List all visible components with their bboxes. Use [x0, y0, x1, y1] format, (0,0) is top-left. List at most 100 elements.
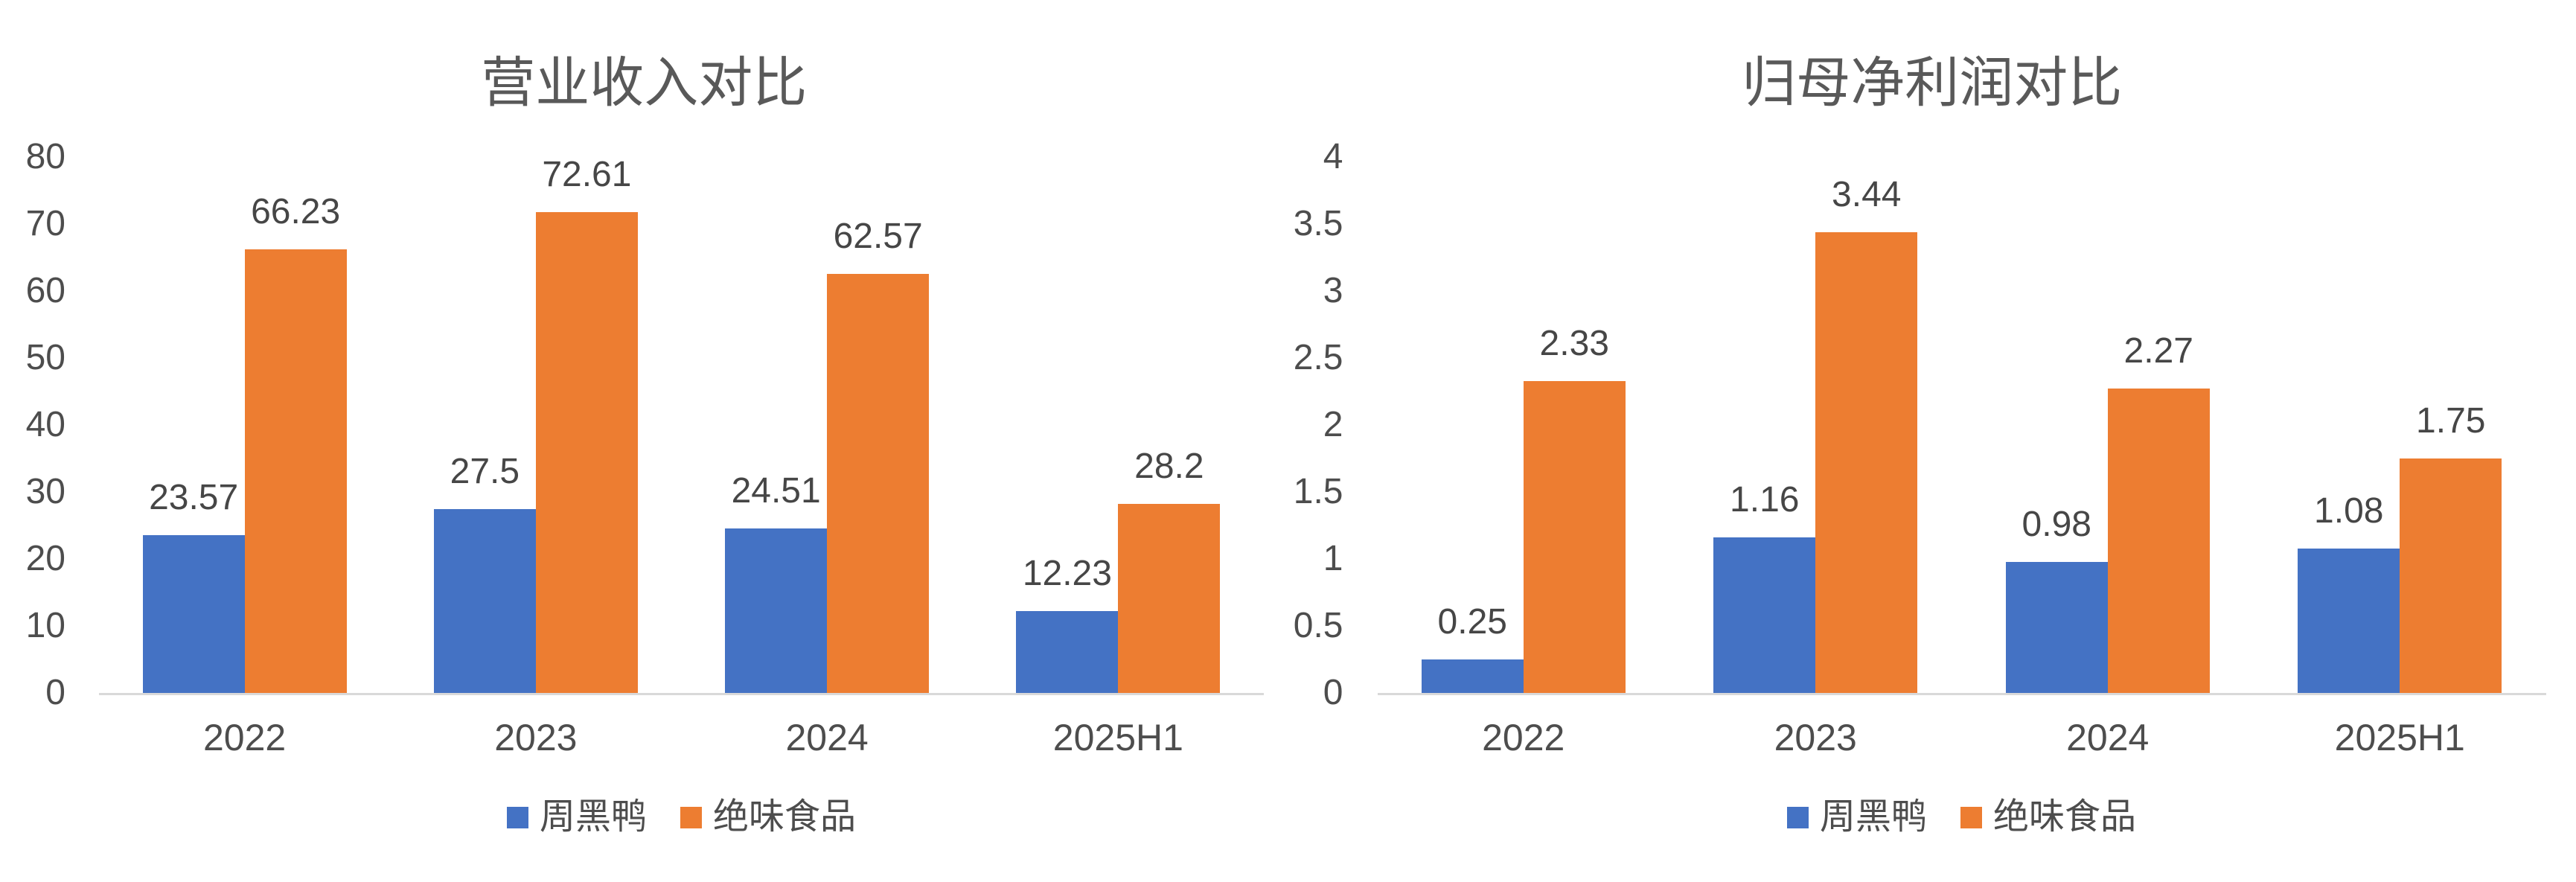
bar	[1713, 537, 1816, 693]
y-tick-label: 80	[25, 137, 65, 176]
y-tick-label: 50	[25, 338, 65, 377]
bar-column: 1.75	[2400, 157, 2502, 693]
bar-value-label: 62.57	[833, 216, 923, 256]
bar	[1421, 659, 1524, 693]
bar-column: 24.51	[725, 157, 828, 693]
legend-label: 绝味食品	[1993, 797, 2137, 837]
bar	[1118, 504, 1221, 693]
y-axis: 80 70 60 50 40 30 20 10 0	[0, 139, 65, 711]
y-tick-label: 10	[25, 606, 65, 645]
bar	[1016, 610, 1119, 693]
bar	[2107, 389, 2210, 693]
x-category-label: 2022	[1482, 717, 1565, 758]
bar-value-label: 66.23	[251, 191, 341, 231]
legend: 周黑鸭 绝味食品	[99, 797, 1264, 837]
bar-column: 1.16	[1713, 157, 1816, 693]
revenue-comparison-chart: 营业收入对比 80 70 60 50 40 30 20 10 0 23.57 66.23 27.5 7…	[0, 53, 1264, 837]
legend-item: 周黑鸭	[506, 797, 647, 837]
bar-value-label: 72.61	[542, 155, 632, 194]
y-tick-label: 0	[1323, 673, 1343, 712]
bar-column: 12.23	[1016, 157, 1119, 693]
bar-column: 0.25	[1421, 157, 1524, 693]
bar-group: 24.51 62.57	[682, 157, 973, 693]
bar-group: 23.57 66.23	[99, 157, 390, 693]
bar-value-label: 0.98	[2022, 504, 2091, 544]
bar	[1523, 380, 1626, 693]
legend-swatch	[1960, 806, 1982, 828]
y-tick-label: 30	[25, 472, 65, 511]
bar-value-label: 1.75	[2416, 401, 2486, 441]
bar-value-label: 12.23	[1022, 553, 1112, 593]
y-tick-label: 1	[1323, 539, 1343, 578]
bar	[827, 273, 930, 693]
x-category-label: 2024	[785, 717, 869, 758]
bar	[2298, 548, 2400, 693]
bar-value-label: 24.51	[731, 471, 821, 511]
y-tick-label: 20	[25, 539, 65, 578]
x-axis: 2022 2023 2024 2025H1	[1378, 719, 2546, 756]
bar-column: 72.61	[535, 155, 638, 693]
bar-column: 23.57	[142, 157, 245, 693]
plot-area: 0.25 2.33 1.16 3.44 0.98 2.27 1.08 1.75	[1377, 157, 2546, 695]
x-category-label: 2023	[1774, 717, 1857, 758]
bar	[244, 249, 347, 693]
bar-group: 1.08 1.75	[2254, 157, 2546, 693]
legend-swatch	[1786, 806, 1809, 828]
y-tick-label: 60	[25, 271, 65, 310]
legend-label: 周黑鸭	[1819, 797, 1927, 837]
x-category-label: 2024	[2066, 717, 2150, 758]
x-category-label: 2025H1	[2334, 717, 2465, 758]
x-category-label: 2025H1	[1052, 717, 1183, 758]
plot-area: 23.57 66.23 27.5 72.61 24.51 62.57 12.23 28.2	[99, 157, 1264, 695]
bar-group: 1.16 3.44	[1669, 157, 1962, 693]
bar	[433, 508, 536, 693]
bar-column: 28.2	[1118, 157, 1221, 693]
bar-group: 0.98 2.27	[1962, 157, 2254, 693]
bar-value-label: 3.44	[1832, 174, 1902, 214]
bar	[142, 534, 245, 693]
bar-value-label: 1.08	[2314, 490, 2384, 531]
legend-item: 周黑鸭	[1786, 797, 1927, 837]
net-profit-comparison-chart: 归母净利润对比 4 3.5 3 2.5 2 1.5 1 0.5 0 0.25 2.33 1.16 3.…	[1288, 0, 2576, 882]
bar-group: 12.23 28.2	[973, 157, 1264, 693]
x-category-label: 2023	[494, 717, 578, 758]
bar-column: 2.33	[1523, 157, 1626, 693]
bar-value-label: 2.27	[2123, 331, 2193, 371]
bar	[1815, 231, 1918, 693]
legend-swatch	[506, 806, 528, 828]
legend-label: 周黑鸭	[539, 797, 647, 837]
y-tick-label: 0	[45, 673, 65, 712]
bar-column: 2.27	[2107, 157, 2210, 693]
y-tick-label: 4	[1323, 137, 1343, 176]
bar-value-label: 0.25	[1437, 602, 1507, 642]
chart-title: 营业收入对比	[481, 53, 808, 113]
bar-group: 27.5 72.61	[390, 157, 681, 693]
y-tick-label: 2	[1323, 405, 1343, 444]
bar-column: 27.5	[433, 157, 536, 693]
legend-label: 绝味食品	[713, 797, 857, 837]
y-tick-label: 3.5	[1293, 204, 1343, 243]
bar	[2005, 561, 2108, 693]
legend: 周黑鸭 绝味食品	[1378, 797, 2546, 837]
x-category-label: 2022	[203, 717, 287, 758]
chart-title: 归母净利润对比	[1742, 53, 2123, 113]
bar-value-label: 23.57	[149, 477, 239, 517]
y-tick-label: 1.5	[1293, 472, 1343, 511]
bar-column: 0.98	[2005, 157, 2108, 693]
bar	[2400, 458, 2502, 693]
y-axis: 4 3.5 3 2.5 2 1.5 1 0.5 0	[1288, 139, 1343, 711]
y-tick-label: 0.5	[1293, 606, 1343, 645]
bar-value-label: 28.2	[1134, 447, 1204, 487]
bar-value-label: 2.33	[1539, 323, 1609, 363]
y-tick-label: 2.5	[1293, 338, 1343, 377]
legend-swatch	[680, 806, 702, 828]
bar-group: 0.25 2.33	[1378, 157, 1670, 693]
bar	[725, 528, 828, 693]
bar	[535, 212, 638, 693]
x-axis: 2022 2023 2024 2025H1	[99, 719, 1264, 756]
bar-column: 3.44	[1815, 157, 1918, 693]
legend-item: 绝味食品	[1960, 797, 2137, 837]
y-tick-label: 40	[25, 405, 65, 444]
legend-item: 绝味食品	[680, 797, 857, 837]
